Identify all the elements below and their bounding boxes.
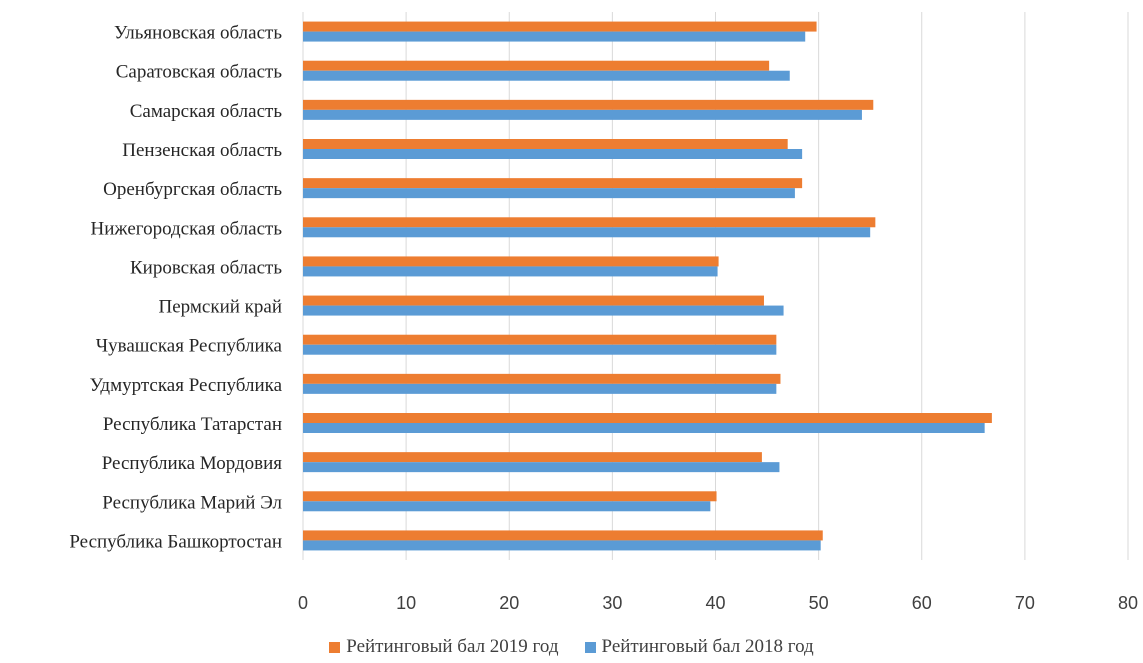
bar-2019 [303,530,823,541]
category-label: Ульяновская область [114,23,282,44]
bars [303,21,992,551]
bar-2018 [303,227,871,238]
bar-2019 [303,452,762,463]
bar-2019 [303,21,817,32]
bar-2019 [303,256,719,267]
category-label: Пензенская область [122,140,282,161]
bar-2019 [303,139,788,149]
bar-2018 [303,305,784,316]
legend-item-2018: Рейтинговый бал 2018 год [584,636,814,658]
category-label: Удмуртская Республика [90,375,283,396]
legend-label-2018: Рейтинговый бал 2018 год [601,636,814,657]
x-tick-label: 50 [809,593,829,613]
bar-2018 [303,344,777,355]
bar-2019 [303,373,781,384]
legend: Рейтинговый бал 2019 год Рейтинговый бал… [0,636,1143,658]
category-label: Оренбургская область [103,179,282,200]
bar-2019 [303,178,803,189]
bar-2018 [303,109,862,120]
x-tick-label: 80 [1118,593,1138,613]
bar-2019 [303,413,992,423]
bar-2019 [303,60,770,71]
legend-swatch-2019 [329,641,341,653]
bar-2018 [303,423,985,433]
x-tick-label: 30 [602,593,622,613]
bar-2018 [303,540,821,551]
x-tick-label: 20 [499,593,519,613]
legend-label-2019: Рейтинговый бал 2019 год [346,636,559,657]
bar-2018 [303,31,806,42]
bar-2019 [303,99,874,110]
x-tick-label: 70 [1015,593,1035,613]
gridlines [302,12,1129,560]
category-label: Республика Башкортостан [69,531,282,552]
x-axis-tick-labels: 0 10 20 30 40 50 60 70 80 [298,593,1138,613]
category-label: Республика Татарстан [103,414,282,435]
x-tick-label: 10 [396,593,416,613]
legend-swatch-2018 [584,641,596,653]
category-labels: Ульяновская область Саратовская область Са… [69,23,282,553]
x-tick-label: 0 [298,593,308,613]
bar-2018 [303,149,803,159]
category-label: Пермский край [159,297,282,318]
category-label: Кировская область [130,257,282,278]
bar-2018 [303,501,711,512]
bar-2018 [303,383,777,394]
category-label: Нижегородская область [91,218,283,239]
bar-2019 [303,295,764,306]
category-label: Саратовская область [116,62,283,83]
bar-2019 [303,491,717,502]
bar-2018 [303,462,780,473]
category-label: Республика Мордовия [102,453,283,474]
bar-2019 [303,334,777,345]
category-label: Республика Марий Эл [102,492,282,513]
legend-item-2019: Рейтинговый бал 2019 год [329,636,559,658]
category-label: Чувашская Республика [96,336,283,357]
x-tick-label: 40 [705,593,725,613]
bar-2019 [303,217,876,228]
bar-2018 [303,70,790,81]
x-tick-label: 60 [912,593,932,613]
category-label: Самарская область [130,101,283,122]
bar-2018 [303,188,795,199]
bar-2018 [303,266,718,277]
